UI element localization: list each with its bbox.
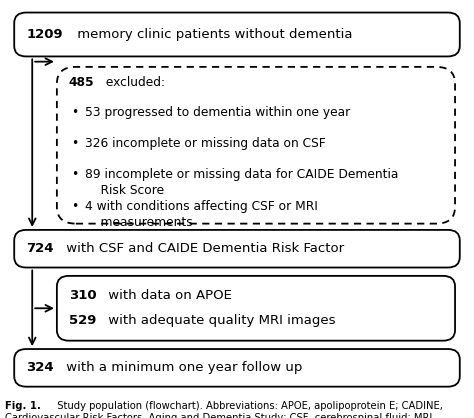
Text: excluded:: excluded: <box>102 76 165 89</box>
FancyBboxPatch shape <box>57 276 455 341</box>
FancyBboxPatch shape <box>57 67 455 224</box>
Text: 324: 324 <box>26 361 54 375</box>
FancyBboxPatch shape <box>14 13 460 56</box>
Text: 724: 724 <box>26 242 54 255</box>
Text: •: • <box>71 200 78 213</box>
FancyBboxPatch shape <box>14 230 460 268</box>
Text: •: • <box>71 137 78 150</box>
Text: Fig. 1.: Fig. 1. <box>5 401 41 411</box>
Text: 1209: 1209 <box>26 28 63 41</box>
Text: 326 incomplete or missing data on CSF: 326 incomplete or missing data on CSF <box>85 137 326 150</box>
Text: 310: 310 <box>69 289 96 302</box>
Text: memory clinic patients without dementia: memory clinic patients without dementia <box>73 28 353 41</box>
Text: 53 progressed to dementia within one year: 53 progressed to dementia within one yea… <box>85 106 351 119</box>
Text: with adequate quality MRI images: with adequate quality MRI images <box>104 314 336 327</box>
FancyBboxPatch shape <box>14 349 460 387</box>
Text: 529: 529 <box>69 314 96 327</box>
Text: 89 incomplete or missing data for CAIDE Dementia
    Risk Score: 89 incomplete or missing data for CAIDE … <box>85 168 399 197</box>
Text: with a minimum one year follow up: with a minimum one year follow up <box>62 361 302 375</box>
Text: Cardiovascular Risk Factors, Aging and Dementia Study; CSF, cerebrospinal fluid;: Cardiovascular Risk Factors, Aging and D… <box>5 413 435 418</box>
Text: Study population (flowchart). Abbreviations: APOE, apolipoprotein E; CADINE,: Study population (flowchart). Abbreviati… <box>51 401 443 411</box>
Text: •: • <box>71 168 78 181</box>
Text: •: • <box>71 106 78 119</box>
Text: with data on APOE: with data on APOE <box>104 289 232 302</box>
Text: 485: 485 <box>69 76 94 89</box>
Text: with CSF and CAIDE Dementia Risk Factor: with CSF and CAIDE Dementia Risk Factor <box>62 242 344 255</box>
Text: 4 with conditions affecting CSF or MRI
    measurements: 4 with conditions affecting CSF or MRI m… <box>85 200 318 229</box>
